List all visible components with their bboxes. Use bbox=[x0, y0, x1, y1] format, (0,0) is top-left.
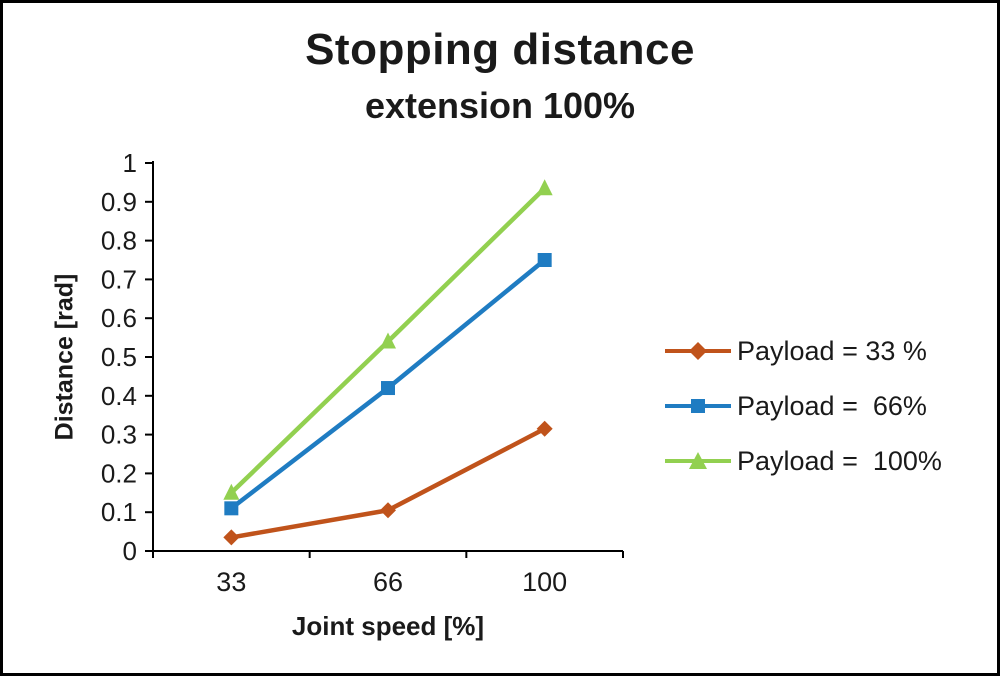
legend-label: Payload = 100% bbox=[737, 445, 942, 476]
chart-subtitle: extension 100% bbox=[364, 85, 636, 126]
legend-label: Payload = 33 % bbox=[737, 335, 927, 366]
legend-key-icon bbox=[665, 342, 731, 360]
legend-key-icon bbox=[665, 452, 731, 469]
y-tick-label: 1 bbox=[123, 148, 137, 178]
y-tick-label: 0 bbox=[123, 536, 137, 566]
x-axis-title: Joint speed [%] bbox=[291, 611, 485, 641]
y-tick-label: 0.4 bbox=[101, 381, 137, 411]
legend-item: Payload = 66% bbox=[665, 386, 942, 426]
legend: Payload = 33 % Payload = 66% Payload = 100… bbox=[665, 331, 942, 481]
marker-square bbox=[224, 501, 239, 516]
y-tick-label: 0.3 bbox=[101, 420, 137, 450]
y-tick-label: 0.7 bbox=[101, 264, 137, 294]
y-tick-label: 0.1 bbox=[101, 497, 137, 527]
marker-square bbox=[537, 253, 552, 267]
legend-key-icon bbox=[665, 399, 731, 413]
y-tick-label: 0.2 bbox=[101, 458, 137, 488]
x-tick-label: 66 bbox=[373, 567, 403, 597]
marker-triangle bbox=[223, 483, 240, 500]
y-tick-label: 0.6 bbox=[101, 303, 137, 333]
legend-item: Payload = 100% bbox=[665, 441, 942, 481]
legend-item: Payload = 33 % bbox=[665, 331, 942, 371]
chart-title: Stopping distance bbox=[305, 25, 695, 74]
marker-diamond bbox=[223, 529, 240, 546]
y-tick-label: 0.8 bbox=[101, 226, 137, 256]
x-tick-label: 100 bbox=[522, 567, 567, 597]
y-tick-label: 0.5 bbox=[101, 342, 137, 372]
marker-square bbox=[381, 381, 395, 396]
y-tick-label: 0.9 bbox=[101, 187, 137, 217]
plot-area: 0 0.1 0.2 0.3 0.4 0.5 0.6 0.7 0.8 0.9 1 33 66 100 bbox=[101, 148, 624, 597]
x-tick-label: 33 bbox=[216, 567, 246, 597]
legend-label: Payload = 66% bbox=[737, 390, 927, 421]
marker-triangle bbox=[380, 332, 396, 349]
marker-triangle bbox=[536, 179, 553, 196]
marker-diamond bbox=[536, 420, 553, 437]
marker-diamond bbox=[380, 502, 396, 519]
